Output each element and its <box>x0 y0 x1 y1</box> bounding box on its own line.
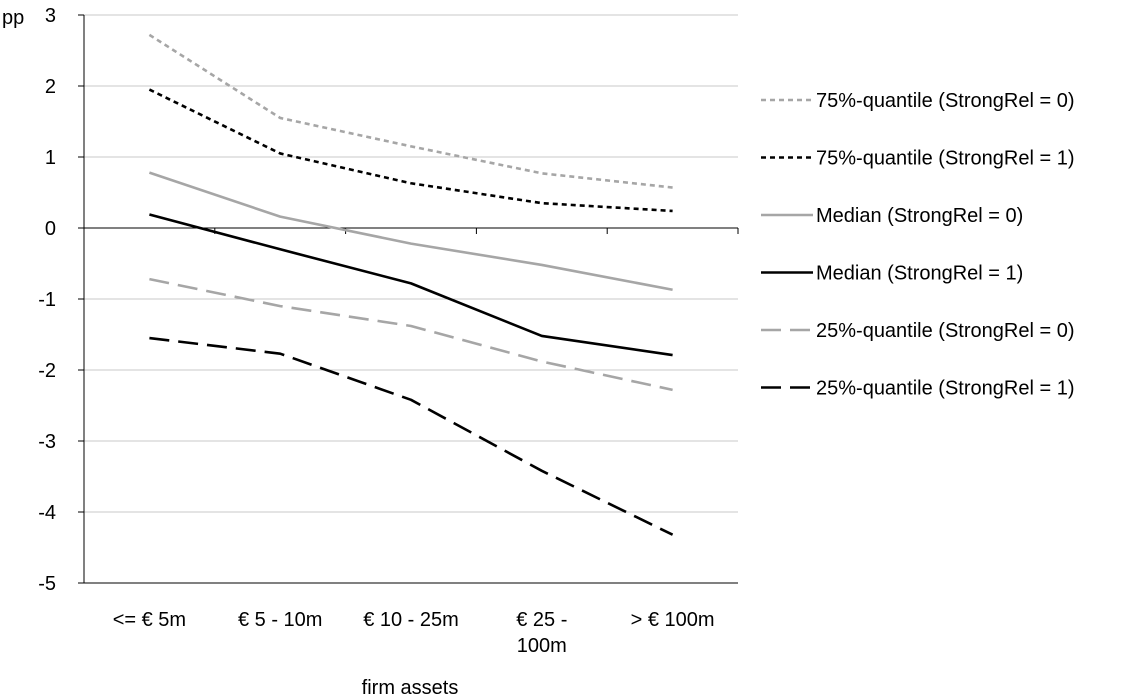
y-axis-label: pp <box>2 7 24 29</box>
series-lines <box>148 33 674 536</box>
legend-label: 75%-quantile (StrongRel = 0) <box>816 90 1074 112</box>
x-tick-label: 100m <box>517 635 567 657</box>
y-tick-label: -4 <box>38 502 56 524</box>
legend-label: 25%-quantile (StrongRel = 0) <box>816 320 1074 342</box>
y-tick-labels: 3 2 1 0 -1 -2 -3 -4 -5 <box>38 5 56 595</box>
legend-label: Median (StrongRel = 0) <box>816 205 1023 227</box>
legend-label: Median (StrongRel = 1) <box>816 263 1023 285</box>
series-line-1 <box>148 33 673 189</box>
legend-label: 25%-quantile (StrongRel = 1) <box>816 378 1074 400</box>
x-tick-labels: <= € 5m € 5 - 10m € 10 - 25m € 25 - 100m > € … <box>113 609 715 657</box>
series-line-5 <box>149 277 673 392</box>
y-tick-label: 3 <box>45 5 56 27</box>
y-tick-label: 0 <box>45 218 56 240</box>
x-axis-label: firm assets <box>362 677 459 699</box>
series-line-6 <box>149 336 674 536</box>
axes <box>78 14 739 584</box>
x-tick-label: > € 100m <box>631 609 715 631</box>
gridlines <box>84 14 738 513</box>
x-tick-label: € 5 - 10m <box>238 609 322 631</box>
series-line-2 <box>148 88 673 213</box>
y-tick-label: -5 <box>38 573 56 595</box>
y-tick-label: -3 <box>38 431 56 453</box>
y-tick-label: -2 <box>38 360 56 382</box>
series-line-3 <box>148 171 673 292</box>
y-tick-label: -1 <box>38 289 56 311</box>
x-tick-label: € 10 - 25m <box>363 609 459 631</box>
series-line-4 <box>149 213 673 357</box>
y-tick-label: 2 <box>45 76 56 98</box>
y-tick-label: 1 <box>45 147 56 169</box>
x-tick-label: € 25 - <box>516 609 567 631</box>
legend: 75%-quantile (StrongRel = 0) 75%-quantile… <box>761 90 1074 400</box>
legend-label: 75%-quantile (StrongRel = 1) <box>816 148 1074 170</box>
x-tick-label: <= € 5m <box>113 609 186 631</box>
